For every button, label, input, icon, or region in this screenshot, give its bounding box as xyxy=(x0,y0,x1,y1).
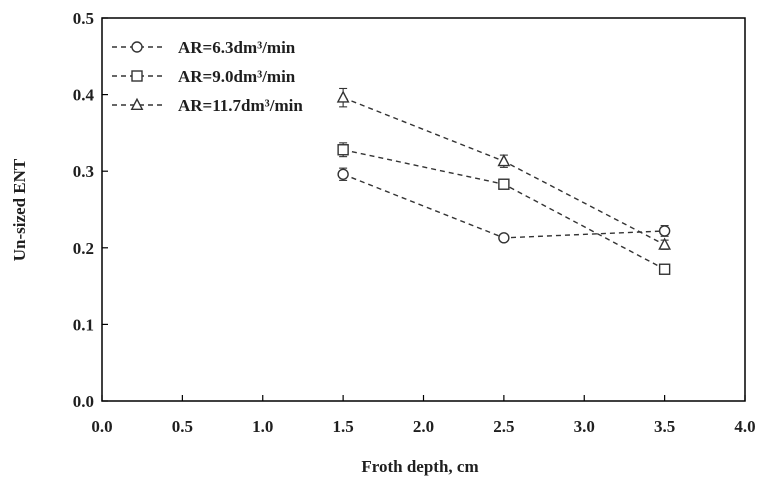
legend-marker xyxy=(130,97,144,111)
x-tick-label: 2.5 xyxy=(493,417,514,436)
data-point xyxy=(498,178,510,190)
legend-entry: AR=9.0dm³/min xyxy=(112,67,296,86)
data-point xyxy=(337,144,349,156)
series-triangle xyxy=(336,87,672,250)
y-tick-label: 0.5 xyxy=(73,9,94,28)
data-point xyxy=(498,232,510,244)
data-point xyxy=(337,168,349,180)
y-tick-label: 0.3 xyxy=(73,162,94,181)
legend-entry: AR=6.3dm³/min xyxy=(112,38,296,57)
series-line xyxy=(342,97,665,246)
y-tick-label: 0.1 xyxy=(73,315,94,334)
legend-label: AR=11.7dm³/min xyxy=(178,96,303,115)
legend-marker xyxy=(131,41,143,53)
data-point xyxy=(658,263,671,275)
legend: AR=6.3dm³/min AR=9.0dm³/min AR=11.7dm³/min xyxy=(112,38,303,115)
series-square xyxy=(337,142,671,275)
x-tick-label: 3.5 xyxy=(654,417,675,436)
legend-marker xyxy=(131,70,143,82)
data-point xyxy=(658,225,671,237)
data-point xyxy=(658,237,672,250)
legend-entry: AR=11.7dm³/min xyxy=(112,96,303,115)
y-axis-title: Un-sized ENT xyxy=(10,158,29,261)
axes: 0.0 0.1 0.2 0.3 0.4 0.5 0.0 0.5 1.0 1.5 2.0 2.5 3.0 3… xyxy=(73,9,756,436)
y-tick-label: 0.4 xyxy=(73,86,95,105)
x-tick-label: 4.0 xyxy=(734,417,755,436)
x-tick-label: 2.0 xyxy=(413,417,434,436)
x-tick-label: 1.5 xyxy=(333,417,354,436)
x-tick-label: 0.0 xyxy=(91,417,112,436)
y-tick-label: 0.2 xyxy=(73,239,94,258)
x-axis-title: Froth depth, cm xyxy=(361,457,478,476)
series-circle xyxy=(337,167,671,244)
series-layer xyxy=(336,87,672,275)
legend-label: AR=6.3dm³/min xyxy=(178,38,296,57)
legend-label: AR=9.0dm³/min xyxy=(178,67,296,86)
data-point xyxy=(336,90,350,103)
data-point xyxy=(497,153,511,167)
x-tick-label: 3.0 xyxy=(574,417,595,436)
x-tick-label: 1.0 xyxy=(252,417,273,436)
y-tick-label: 0.0 xyxy=(73,392,94,411)
x-tick-label: 0.5 xyxy=(172,417,193,436)
